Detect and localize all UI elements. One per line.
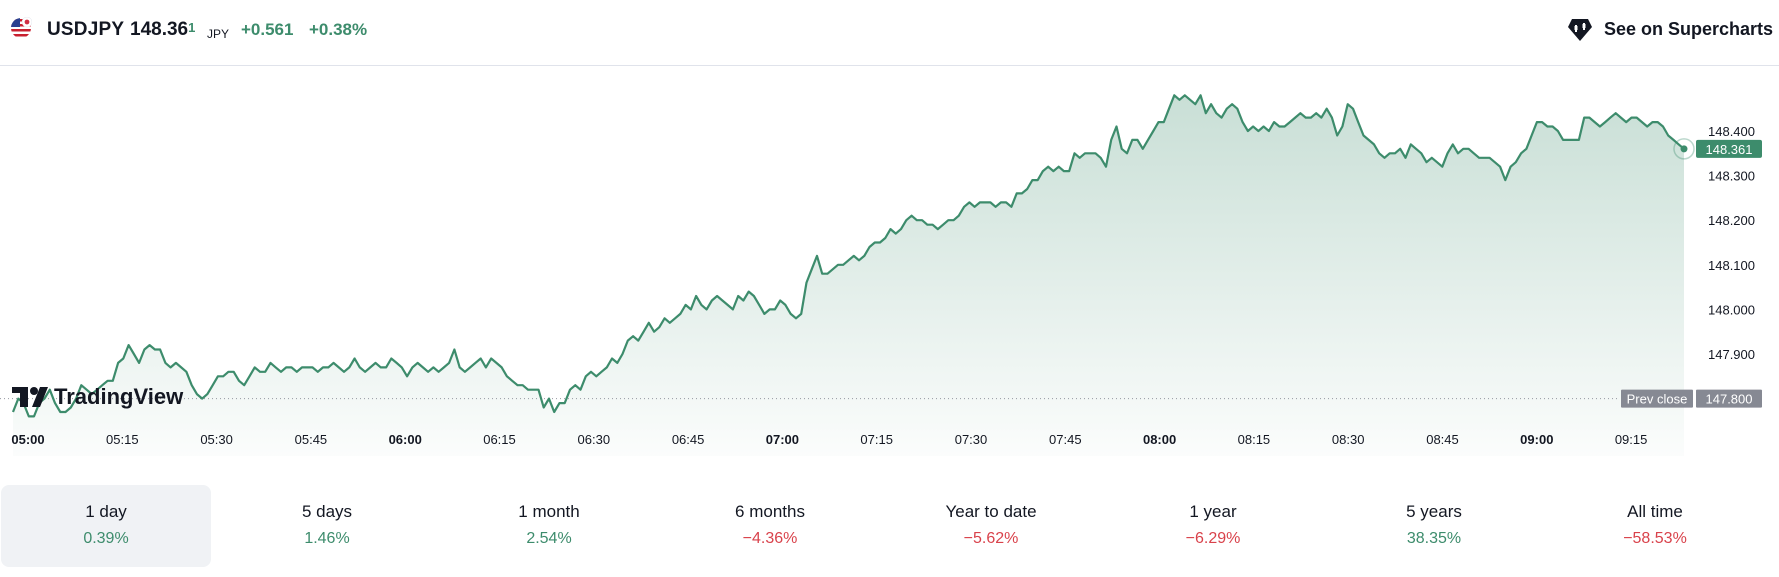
period-tab-change: 1.46%	[304, 530, 350, 547]
supercharts-icon	[1567, 19, 1592, 41]
currency-label: JPY	[207, 27, 230, 41]
period-tab[interactable]: 1 year −6.29%	[1108, 485, 1318, 567]
period-tab[interactable]: Year to date −5.62%	[886, 485, 1096, 567]
y-tick-label: 148.400	[1708, 124, 1755, 139]
price-chart[interactable]: 147.900 148.000 148.100 148.200 148.300 148.4…	[0, 66, 1779, 456]
period-tab-change: −6.29%	[1185, 530, 1241, 547]
tradingview-wordmark: TradingView	[54, 384, 184, 409]
x-tick-label: 06:45	[672, 432, 705, 447]
period-tab[interactable]: 5 years 38.35%	[1329, 485, 1539, 567]
x-tick-label: 08:45	[1426, 432, 1459, 447]
x-tick-label: 05:15	[106, 432, 139, 447]
period-tab[interactable]: 6 months −4.36%	[665, 485, 875, 567]
period-tab-label: All time	[1627, 502, 1683, 521]
last-price-tag	[1696, 139, 1762, 158]
period-tab-change: −4.36%	[742, 530, 798, 547]
period-tab-change: 2.54%	[526, 530, 572, 547]
last-price: 148.361	[130, 19, 195, 41]
x-tick-label: 07:45	[1049, 432, 1082, 447]
x-tick-label: 05:30	[200, 432, 233, 447]
price-change: +0.561	[241, 20, 294, 39]
last-point-halo	[1673, 138, 1695, 160]
x-tick-label: 06:15	[483, 432, 516, 447]
price-line	[11, 94, 1685, 418]
period-tab-label: Year to date	[945, 502, 1037, 521]
x-tick-label: 06:00	[389, 432, 422, 447]
period-tab-change: −58.53%	[1623, 530, 1687, 547]
period-tab-label: 1 day	[85, 502, 127, 521]
x-tick-label: 08:00	[1143, 432, 1176, 447]
last-point-marker	[1680, 145, 1688, 153]
y-tick-label: 147.900	[1708, 347, 1755, 362]
x-tick-label: 09:15	[1615, 432, 1648, 447]
price-change-percent: +0.38%	[309, 20, 368, 39]
period-tab-label: 1 year	[1189, 502, 1237, 521]
prev-close-badge	[1621, 389, 1693, 408]
period-tabs: 1 day 0.39% 5 days 1.46% 1 month 2.54% 6 month…	[1, 485, 1771, 567]
price-area-fill	[13, 95, 1684, 456]
prev-close-value-label: 147.800	[1706, 392, 1753, 407]
x-tick-label: 06:30	[578, 432, 611, 447]
x-tick-label: 05:45	[295, 432, 328, 447]
price-pip: 1	[188, 20, 196, 35]
period-tab[interactable]: All time −58.53%	[1550, 485, 1760, 567]
y-tick-label: 148.200	[1708, 213, 1755, 228]
period-tab[interactable]: 1 day 0.39%	[1, 485, 211, 567]
tradingview-logo: TradingView	[12, 384, 184, 409]
prev-close-badge-label: Prev close	[1627, 392, 1688, 407]
symbol-name: USDJPY	[47, 19, 125, 40]
x-tick-label: 07:00	[766, 432, 799, 447]
price-main: 148.36	[130, 19, 189, 40]
prev-close-value-tag	[1696, 389, 1762, 408]
last-price-tag-label: 148.361	[1706, 142, 1753, 157]
period-tab[interactable]: 1 month 2.54%	[444, 485, 654, 567]
x-tick-label: 08:15	[1238, 432, 1271, 447]
x-tick-label: 07:15	[860, 432, 893, 447]
y-tick-label: 148.100	[1708, 258, 1755, 273]
period-tab-label: 1 month	[518, 502, 580, 521]
see-on-supercharts-link[interactable]: See on Supercharts	[1566, 13, 1773, 45]
x-tick-label: 09:00	[1520, 432, 1553, 447]
x-tick-label: 07:30	[955, 432, 988, 447]
period-tab-label: 5 years	[1406, 502, 1462, 521]
x-tick-label: 05:00	[11, 432, 44, 447]
y-tick-label: 148.000	[1708, 302, 1755, 317]
us-jp-flag-icon	[11, 17, 32, 38]
x-tick-label: 08:30	[1332, 432, 1365, 447]
period-tab-label: 5 days	[301, 502, 353, 521]
period-tab[interactable]: 5 days 1.46%	[222, 485, 432, 567]
y-tick-label: 148.300	[1708, 169, 1755, 184]
symbol-header: USDJPY 148.361 JPY +0.561 +0.38% See on …	[0, 0, 1779, 66]
supercharts-label: See on Supercharts	[1603, 18, 1773, 39]
period-tab-change: 0.39%	[83, 530, 129, 547]
period-tab-change: 38.35%	[1406, 530, 1462, 547]
period-tab-label: 6 months	[735, 502, 805, 521]
period-tab-change: −5.62%	[963, 530, 1019, 547]
